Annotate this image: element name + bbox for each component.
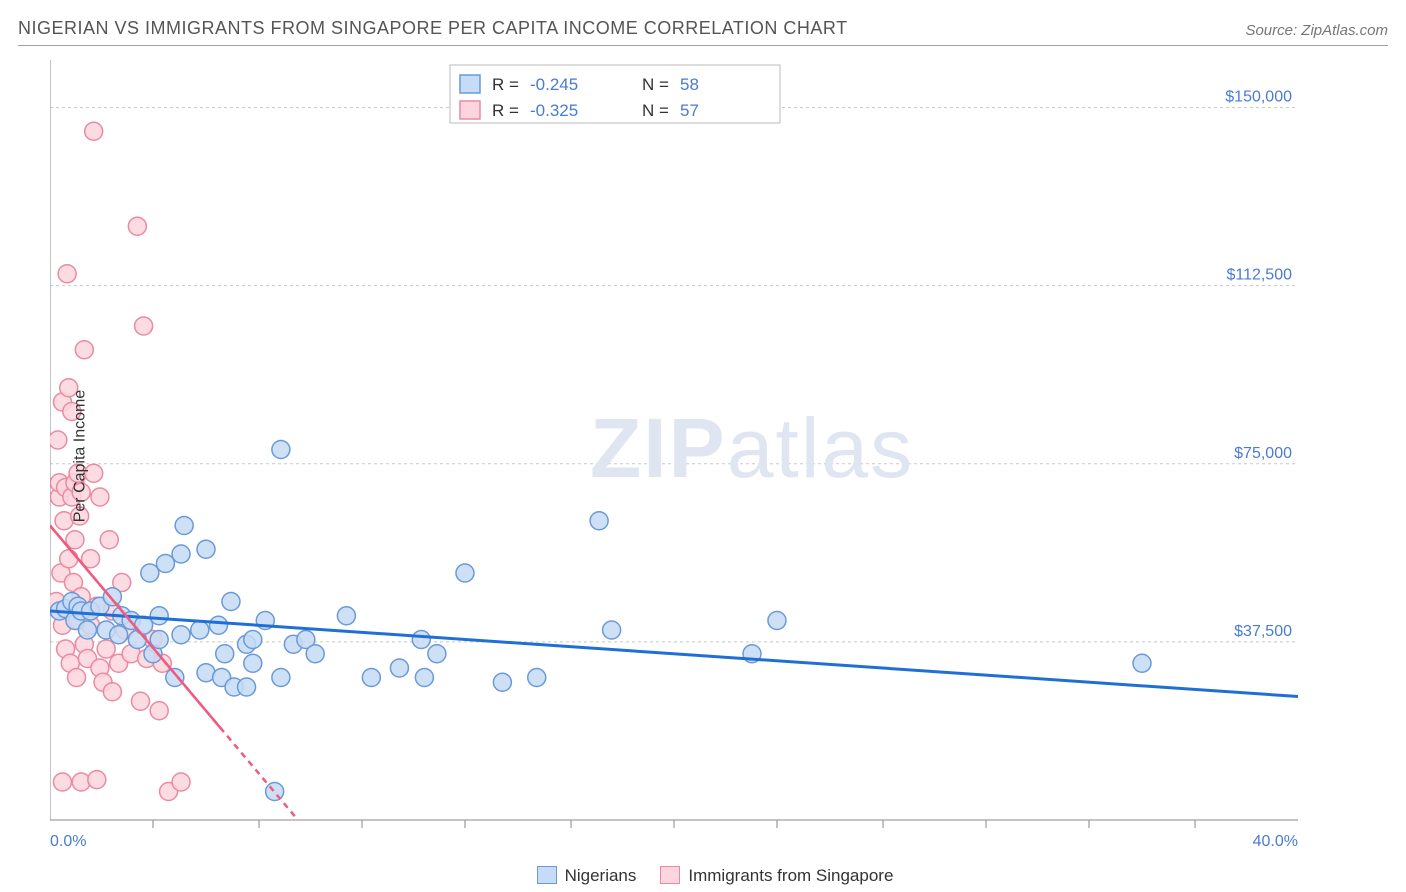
stats-r-value: -0.245 [530,75,578,94]
stats-swatch [460,75,480,93]
data-point [191,621,209,639]
stats-n-value: 57 [680,101,699,120]
data-point [603,621,621,639]
data-point [156,555,174,573]
stats-r-value: -0.325 [530,101,578,120]
data-point [110,626,128,644]
data-point [244,631,262,649]
data-point [272,669,290,687]
data-point [91,488,109,506]
title-bar: NIGERIAN VS IMMIGRANTS FROM SINGAPORE PE… [18,18,1388,46]
data-point [135,317,153,335]
data-point [238,678,256,696]
data-point [272,441,290,459]
data-point [166,669,184,687]
data-point [590,512,608,530]
data-point [337,607,355,625]
data-point [222,593,240,611]
x-tick-label: 40.0% [1253,833,1298,850]
data-point [103,683,121,701]
data-point [244,654,262,672]
y-axis-label: Per Capita Income [71,390,89,523]
y-tick-label: $37,500 [1234,623,1292,640]
data-point [362,669,380,687]
stats-n-label: N = [642,101,669,120]
data-point [197,540,215,558]
data-point [172,773,190,791]
data-point [493,673,511,691]
data-point [58,265,76,283]
legend-bottom: Nigerians Immigrants from Singapore [0,866,1406,886]
data-point [306,645,324,663]
data-point [768,612,786,630]
data-point [528,669,546,687]
legend-swatch [660,866,680,884]
data-point [97,640,115,658]
stats-n-value: 58 [680,75,699,94]
data-point [131,692,149,710]
data-point [412,631,430,649]
data-point [85,122,103,140]
data-point [209,616,227,634]
data-point [172,545,190,563]
y-tick-label: $150,000 [1225,89,1292,106]
data-point [172,626,190,644]
stats-r-label: R = [492,75,519,94]
data-point [150,607,168,625]
data-point [50,431,67,449]
data-point [128,217,146,235]
data-point [88,771,106,789]
data-point [390,659,408,677]
legend-label: Nigerians [565,866,637,885]
legend-label: Immigrants from Singapore [688,866,893,885]
data-point [150,702,168,720]
data-point [428,645,446,663]
data-point [75,341,93,359]
x-tick-label: 0.0% [50,833,86,850]
data-point [415,669,433,687]
data-point [216,645,234,663]
data-point [141,564,159,582]
data-point [266,783,284,801]
data-point [53,773,71,791]
data-point [78,621,96,639]
data-point [456,564,474,582]
data-point [175,517,193,535]
stats-swatch [460,101,480,119]
plot-area: Per Capita Income $37,500 $75,000 $112,500… [50,60,1388,852]
legend-swatch [537,866,557,884]
y-tick-label: $75,000 [1234,445,1292,462]
data-point [100,531,118,549]
stats-n-label: N = [642,75,669,94]
stats-r-label: R = [492,101,519,120]
chart-source: Source: ZipAtlas.com [1245,22,1388,39]
y-tick-label: $112,500 [1226,267,1292,284]
data-point [60,550,78,568]
data-point [68,669,86,687]
scatter-chart: $37,500 $75,000 $112,500 $150,000 0.0% 40.0% R… [50,60,1388,852]
data-point [1133,654,1151,672]
chart-title: NIGERIAN VS IMMIGRANTS FROM SINGAPORE PE… [18,18,848,39]
